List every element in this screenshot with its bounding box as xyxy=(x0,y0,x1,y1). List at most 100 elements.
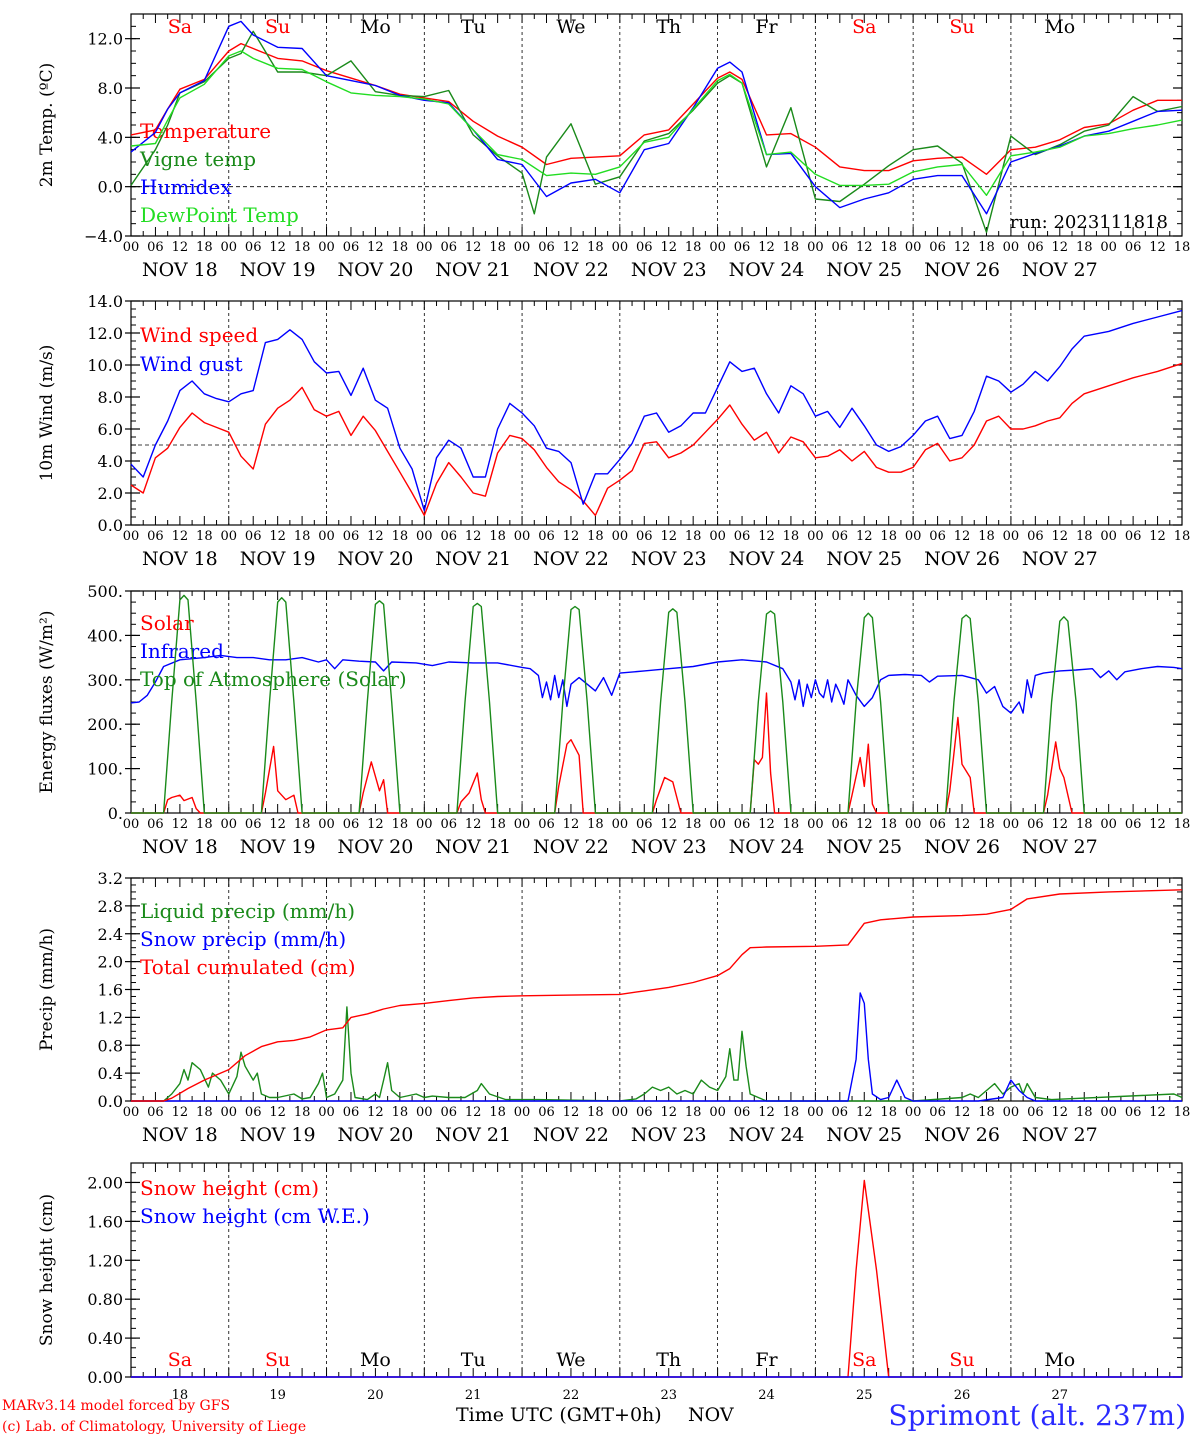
y-tick-label: 0.0 xyxy=(98,516,123,535)
hour-label: 18 xyxy=(196,529,213,544)
hour-label: 06 xyxy=(538,240,555,255)
legend-entry: Liquid precip (mm/h) xyxy=(140,899,355,923)
hour-label: 12 xyxy=(758,817,775,832)
y-tick-label: 0.4 xyxy=(98,1064,123,1083)
hour-label: 12 xyxy=(465,817,482,832)
hour-label: 00 xyxy=(514,1105,531,1120)
hour-label: 18 xyxy=(294,529,311,544)
legend-entry: Top of Atmosphere (Solar) xyxy=(140,667,407,691)
date-label: NOV 19 xyxy=(240,548,316,570)
hour-label: 00 xyxy=(807,529,824,544)
day-abbreviation: Mo xyxy=(360,16,391,38)
hour-label: 06 xyxy=(1027,1105,1044,1120)
day-abbreviation: Su xyxy=(949,1349,974,1371)
hour-label: 00 xyxy=(905,240,922,255)
hour-label: 12 xyxy=(465,240,482,255)
hour-label: 06 xyxy=(636,240,653,255)
hour-label: 06 xyxy=(636,817,653,832)
y-tick-label: 0.0 xyxy=(98,1092,123,1111)
station-name: Sprimont (alt. 237m) xyxy=(888,1399,1186,1432)
hour-label: 00 xyxy=(514,817,531,832)
y-tick-label: 14.0 xyxy=(87,292,123,311)
hour-label: 18 xyxy=(392,1105,409,1120)
date-label: NOV 21 xyxy=(435,259,511,281)
hour-label: 00 xyxy=(416,529,433,544)
hour-label: 18 xyxy=(587,1105,604,1120)
y-tick-label: 10.0 xyxy=(87,356,123,375)
hour-label: 00 xyxy=(220,240,237,255)
date-label: NOV 20 xyxy=(338,836,414,858)
y-tick-label: 2.4 xyxy=(98,925,123,944)
y-tick-label: 2.0 xyxy=(98,953,123,972)
series-line-total-cumulated-cm- xyxy=(131,889,1183,1102)
date-label: NOV 24 xyxy=(729,259,805,281)
day-abbreviation: Su xyxy=(949,16,974,38)
hour-label: 12 xyxy=(563,817,580,832)
hour-label: 00 xyxy=(709,817,726,832)
hour-label: 18 xyxy=(978,529,995,544)
hour-label: 06 xyxy=(147,240,164,255)
hour-label: 06 xyxy=(929,240,946,255)
date-number: 19 xyxy=(269,1388,286,1403)
date-label: NOV 21 xyxy=(435,836,511,858)
legend-entry: Humidex xyxy=(140,175,232,199)
hour-label: 00 xyxy=(1100,240,1117,255)
hour-label: 00 xyxy=(612,240,629,255)
day-abbreviation: Sa xyxy=(168,16,192,38)
hour-label: 12 xyxy=(1052,817,1069,832)
hour-label: 18 xyxy=(294,240,311,255)
hour-label: 12 xyxy=(269,1105,286,1120)
hour-label: 06 xyxy=(538,1105,555,1120)
hour-label: 18 xyxy=(196,1105,213,1120)
hour-label: 12 xyxy=(758,529,775,544)
hour-label: 12 xyxy=(660,240,677,255)
hour-label: 00 xyxy=(318,240,335,255)
time-axis-month: NOV xyxy=(688,1404,734,1426)
date-label: NOV 23 xyxy=(631,548,707,570)
hour-label: 12 xyxy=(465,1105,482,1120)
hour-label: 18 xyxy=(1174,240,1191,255)
day-abbreviation: We xyxy=(556,16,585,38)
hour-label: 18 xyxy=(196,240,213,255)
hour-label: 18 xyxy=(880,1105,897,1120)
y-tick-label: 500. xyxy=(87,582,123,601)
hour-label: 06 xyxy=(929,817,946,832)
hour-label: 00 xyxy=(416,1105,433,1120)
hour-label: 06 xyxy=(245,1105,262,1120)
hour-label: 18 xyxy=(489,817,506,832)
date-label: NOV 21 xyxy=(435,548,511,570)
date-label: NOV 23 xyxy=(631,259,707,281)
day-abbreviation: Fr xyxy=(755,16,778,38)
hour-label: 12 xyxy=(1149,1105,1166,1120)
model-credit: MARv3.14 model forced by GFS xyxy=(2,1398,231,1414)
hour-label: 18 xyxy=(392,817,409,832)
hour-label: 12 xyxy=(856,240,873,255)
day-abbreviation: Mo xyxy=(1044,16,1075,38)
date-number: 20 xyxy=(367,1388,384,1403)
hour-label: 12 xyxy=(367,1105,384,1120)
hour-label: 00 xyxy=(123,240,140,255)
date-label: NOV 27 xyxy=(1022,259,1098,281)
legend-entry: Snow height (cm W.E.) xyxy=(140,1204,370,1228)
hour-label: 12 xyxy=(367,817,384,832)
hour-label: 00 xyxy=(416,817,433,832)
hour-label: 18 xyxy=(978,817,995,832)
date-label: NOV 20 xyxy=(338,548,414,570)
day-abbreviation: Tu xyxy=(461,1349,486,1371)
y-tick-label: 6.0 xyxy=(98,420,123,439)
y-axis-title: Precip (mm/h) xyxy=(37,928,57,1051)
day-abbreviation: We xyxy=(556,1349,585,1371)
hour-label: 18 xyxy=(392,240,409,255)
y-tick-label: 400. xyxy=(87,626,123,645)
day-abbreviation: Su xyxy=(265,16,290,38)
y-axis-title: Energy fluxes (W/m²) xyxy=(37,611,57,794)
hour-label: 00 xyxy=(123,529,140,544)
day-abbreviation: Mo xyxy=(360,1349,391,1371)
hour-label: 12 xyxy=(172,817,189,832)
hour-label: 12 xyxy=(856,817,873,832)
hour-label: 18 xyxy=(489,529,506,544)
hour-label: 18 xyxy=(783,240,800,255)
y-tick-label: 2.00 xyxy=(87,1173,123,1192)
legend-entry: Infrared xyxy=(140,639,224,663)
